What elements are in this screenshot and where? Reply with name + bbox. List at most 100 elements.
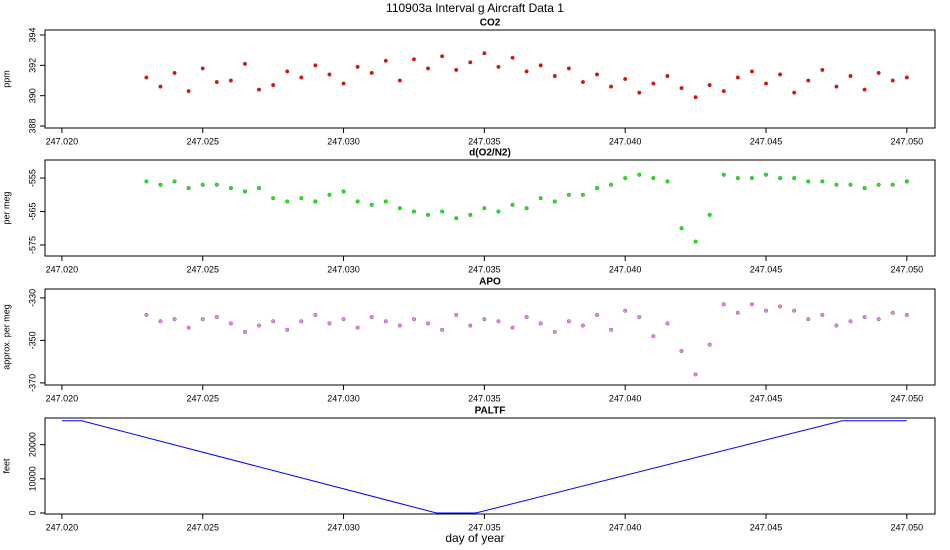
data-point [749, 69, 754, 74]
data-point [299, 196, 304, 201]
data-point [651, 176, 656, 181]
data-point [144, 179, 149, 184]
y-tick-label: 388 [27, 119, 37, 134]
data-point [749, 176, 754, 181]
data-point [496, 319, 501, 324]
data-point [242, 329, 247, 334]
data-point [876, 70, 881, 75]
data-point [806, 78, 811, 83]
y-axis-label: approx. per meg [1, 304, 11, 370]
data-point [454, 312, 459, 317]
data-point [200, 317, 205, 322]
y-tick-label: -350 [27, 331, 37, 349]
data-point [721, 89, 726, 94]
data-point [623, 176, 628, 181]
data-point [707, 212, 712, 217]
y-axis-label: per meg [1, 191, 11, 224]
x-tick-label: 247.030 [327, 264, 360, 274]
data-point [679, 226, 684, 231]
plot-frame [44, 288, 936, 386]
data-point [764, 81, 769, 86]
x-tick-label: 247.020 [46, 136, 79, 146]
data-point [496, 209, 501, 214]
x-tick-label: 247.045 [750, 264, 783, 274]
data-point [538, 63, 543, 68]
data-point [426, 212, 431, 217]
data-point [411, 317, 416, 322]
plot-frame [44, 29, 936, 129]
data-point [735, 310, 740, 315]
data-point [623, 76, 628, 81]
data-point [721, 172, 726, 177]
data-point [566, 192, 571, 197]
data-point [792, 308, 797, 313]
data-point [904, 75, 909, 80]
data-point [186, 325, 191, 330]
data-point [468, 212, 473, 217]
data-point [623, 308, 628, 313]
data-point [665, 73, 670, 78]
data-point [890, 182, 895, 187]
data-point [271, 319, 276, 324]
data-point [383, 58, 388, 63]
x-axis-label: day of year [445, 531, 504, 545]
x-tick-label: 247.025 [186, 264, 219, 274]
x-tick-label: 247.020 [46, 264, 79, 274]
data-point [482, 317, 487, 322]
data-point [200, 182, 205, 187]
data-point [876, 317, 881, 322]
data-point [299, 75, 304, 80]
data-point [524, 206, 529, 211]
data-point [679, 349, 684, 354]
data-point [440, 54, 445, 59]
data-point [749, 302, 754, 307]
data-point [904, 179, 909, 184]
data-point [524, 69, 529, 74]
x-tick-label: 247.030 [327, 393, 360, 403]
data-point [862, 315, 867, 320]
data-point [228, 186, 233, 191]
data-point [552, 73, 557, 78]
data-point [285, 199, 290, 204]
data-point [524, 315, 529, 320]
data-point [735, 75, 740, 80]
data-point [848, 182, 853, 187]
data-point [693, 239, 698, 244]
data-point [186, 89, 191, 94]
data-point [665, 321, 670, 326]
data-point [707, 342, 712, 347]
panel-title: APO [479, 277, 501, 288]
data-point [411, 209, 416, 214]
data-line [61, 420, 907, 514]
data-point [214, 315, 219, 320]
data-point [313, 63, 318, 68]
y-tick-label: 10000 [27, 466, 37, 491]
data-point [496, 64, 501, 69]
panel-title: d(O2/N2) [469, 148, 511, 159]
data-point [341, 81, 346, 86]
data-point [313, 199, 318, 204]
data-point [271, 196, 276, 201]
x-tick-label: 247.040 [609, 393, 642, 403]
data-point [158, 84, 163, 89]
data-point [735, 176, 740, 181]
data-point [397, 323, 402, 328]
data-point [299, 319, 304, 324]
y-tick-label: -370 [27, 374, 37, 392]
data-point [158, 319, 163, 324]
data-point [637, 90, 642, 95]
x-tick-label: 247.020 [46, 393, 79, 403]
x-tick-label: 247.050 [891, 522, 924, 532]
data-point [595, 312, 600, 317]
data-point [609, 327, 614, 332]
data-point [820, 179, 825, 184]
y-tick-label: 0 [27, 510, 37, 515]
data-point [721, 302, 726, 307]
data-point [637, 315, 642, 320]
y-tick-label: -575 [27, 236, 37, 254]
y-tick-label: -565 [27, 203, 37, 221]
y-tick-label: 392 [27, 58, 37, 73]
data-point [285, 69, 290, 74]
data-point [257, 186, 262, 191]
